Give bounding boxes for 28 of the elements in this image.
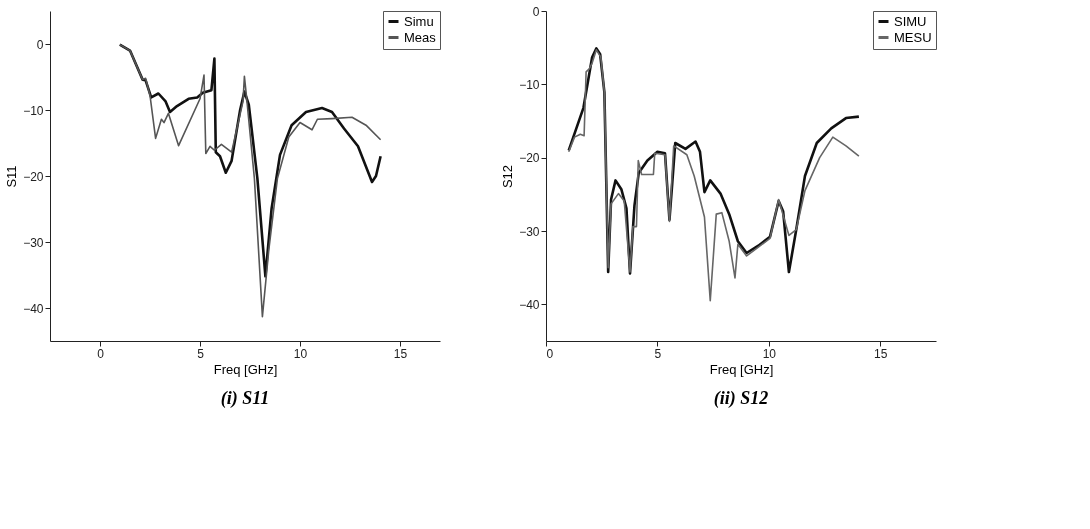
legend-label: SIMU — [894, 13, 927, 29]
x-tick-label: 0 — [97, 346, 105, 361]
y-tick-label: −30 — [23, 235, 44, 250]
text: (i) S11 — [220, 388, 270, 409]
x-tick-label: 0 — [546, 346, 554, 361]
legend-label: Simu — [404, 13, 434, 29]
legend-label: Meas — [404, 29, 437, 45]
y-tick-label: −10 — [23, 103, 44, 118]
y-axis-title: S11 — [4, 165, 20, 188]
text: (ii) S12 — [713, 388, 769, 409]
x-tick-label: 10 — [762, 346, 777, 361]
x-tick-label: 5 — [197, 346, 205, 361]
x-axis-title: Freq [GHz] — [213, 361, 278, 377]
x-tick-label: 15 — [874, 346, 888, 361]
y-tick-label: 0 — [532, 4, 540, 19]
y-tick-label: −40 — [519, 297, 540, 312]
x-tick-label: 15 — [393, 346, 408, 361]
y-tick-label: −10 — [519, 77, 540, 92]
y-tick-label: 0 — [36, 37, 44, 52]
y-tick-label: −20 — [23, 169, 44, 184]
y-tick-label: −30 — [519, 224, 540, 239]
x-tick-label: 10 — [293, 346, 308, 361]
y-tick-label: −40 — [23, 301, 44, 316]
legend-label: MESU — [894, 29, 932, 45]
x-axis-title: Freq [GHz] — [709, 361, 774, 377]
y-tick-label: −20 — [519, 151, 540, 166]
x-tick-label: 5 — [654, 346, 662, 361]
y-axis-title: S12 — [500, 164, 516, 189]
